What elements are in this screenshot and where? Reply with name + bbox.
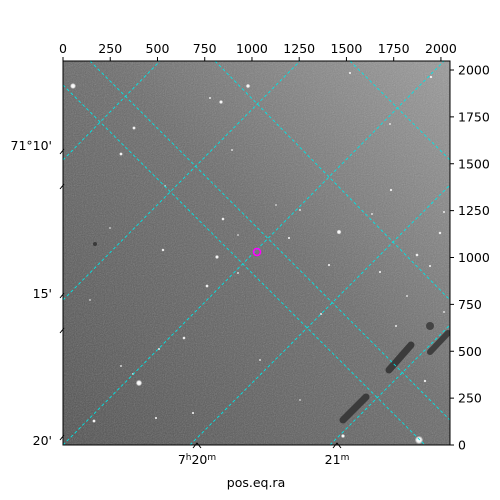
top-tick-label: 1000 — [236, 41, 268, 56]
dec-axis: 71°10' 15' 20' — [11, 138, 65, 448]
star — [245, 83, 251, 89]
star — [405, 294, 409, 298]
star — [92, 419, 96, 423]
star — [208, 96, 212, 100]
star — [157, 347, 161, 351]
star — [182, 336, 186, 340]
sky-noise — [63, 61, 450, 445]
right-tick-label: 0 — [458, 438, 466, 453]
star — [258, 358, 262, 362]
dark-spot — [93, 242, 97, 246]
right-tick-label: 1750 — [458, 109, 490, 124]
star — [191, 411, 195, 415]
x-axis-label: pos.eq.ra — [227, 475, 285, 490]
star — [389, 188, 393, 192]
right-tick-label: 250 — [458, 391, 482, 406]
star — [275, 204, 277, 206]
top-tick-label: 750 — [193, 41, 217, 56]
star — [230, 148, 234, 152]
star — [341, 434, 345, 438]
target-marker — [252, 247, 262, 257]
star — [132, 126, 136, 130]
star — [109, 227, 111, 229]
grid-line — [63, 61, 161, 161]
image-features — [63, 61, 450, 445]
star — [415, 253, 419, 257]
top-tick-label: 2000 — [425, 41, 457, 56]
top-tick-label: 250 — [98, 41, 122, 56]
grid-line — [349, 61, 450, 161]
dark-streak — [427, 330, 450, 355]
ra-tick-marks — [192, 442, 342, 449]
star — [394, 324, 398, 328]
star — [221, 217, 225, 221]
star — [414, 435, 424, 445]
star — [119, 364, 123, 368]
star — [205, 284, 209, 288]
star — [219, 100, 223, 104]
star — [119, 152, 123, 156]
star — [135, 379, 143, 387]
right-tick-label: 1500 — [458, 156, 490, 171]
star — [438, 231, 442, 235]
dark-streak — [339, 393, 370, 424]
stars — [70, 71, 446, 445]
star — [154, 416, 158, 420]
coordinate-grid — [63, 61, 450, 445]
star — [336, 229, 342, 235]
right-tick-label: 1250 — [458, 203, 490, 218]
right-tick-label: 2000 — [458, 63, 490, 78]
star — [388, 122, 392, 126]
star — [442, 210, 446, 214]
star — [423, 379, 427, 383]
ra-label-7h20m: 7h20m — [178, 452, 216, 467]
grid-line — [89, 61, 450, 421]
right-tick-label: 500 — [458, 344, 482, 359]
dec-label-15: 15' — [33, 286, 52, 301]
dark-spot — [426, 322, 434, 330]
star — [287, 236, 291, 240]
star — [378, 270, 382, 274]
right-tick-label: 1000 — [458, 250, 490, 265]
image-panel — [62, 60, 451, 446]
grid-line — [63, 61, 301, 301]
star — [370, 212, 374, 216]
star — [327, 263, 331, 267]
star — [161, 248, 165, 252]
top-tick-label: 1500 — [331, 41, 363, 56]
top-tick-label: 0 — [59, 41, 67, 56]
star — [429, 75, 433, 79]
grid-line — [63, 61, 445, 445]
axes-frame — [62, 60, 451, 446]
star — [70, 83, 76, 89]
dec-tick-marks — [59, 148, 65, 441]
top-tick-label: 1250 — [283, 41, 315, 56]
grid-line — [63, 84, 426, 445]
star — [442, 310, 446, 314]
star — [299, 399, 301, 401]
top-tick-label: 1750 — [378, 41, 410, 56]
dark-streak — [385, 341, 415, 374]
star — [237, 234, 239, 236]
star — [89, 299, 91, 301]
dec-label-71-10: 71°10' — [11, 138, 53, 153]
ra-axis: 7h20m 21m pos.eq.ra — [178, 442, 350, 490]
dec-label-20: 20' — [33, 433, 52, 448]
star — [298, 208, 302, 212]
star — [236, 271, 240, 275]
grid-line — [189, 184, 450, 445]
top-tick-label: 500 — [146, 41, 170, 56]
top-pixel-axis: 0 250 500 750 1000 1250 1500 1750 2000 — [59, 41, 457, 61]
star — [348, 71, 352, 75]
right-pixel-axis: 0 250 500 750 1000 1250 1500 1750 2000 — [450, 63, 490, 453]
right-tick-label: 750 — [458, 297, 482, 312]
ra-label-21m: 21m — [325, 452, 350, 467]
star — [215, 255, 219, 259]
grid-line — [214, 61, 450, 301]
star — [428, 264, 432, 268]
grid-line — [329, 324, 450, 445]
